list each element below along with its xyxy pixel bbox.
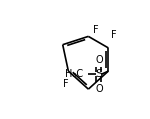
Text: F: F xyxy=(93,25,98,35)
Text: S: S xyxy=(95,69,102,79)
Text: F: F xyxy=(111,30,117,40)
Text: O: O xyxy=(95,55,103,65)
Text: F: F xyxy=(63,79,68,89)
Text: H₃C: H₃C xyxy=(64,69,83,79)
Text: O: O xyxy=(95,84,103,94)
